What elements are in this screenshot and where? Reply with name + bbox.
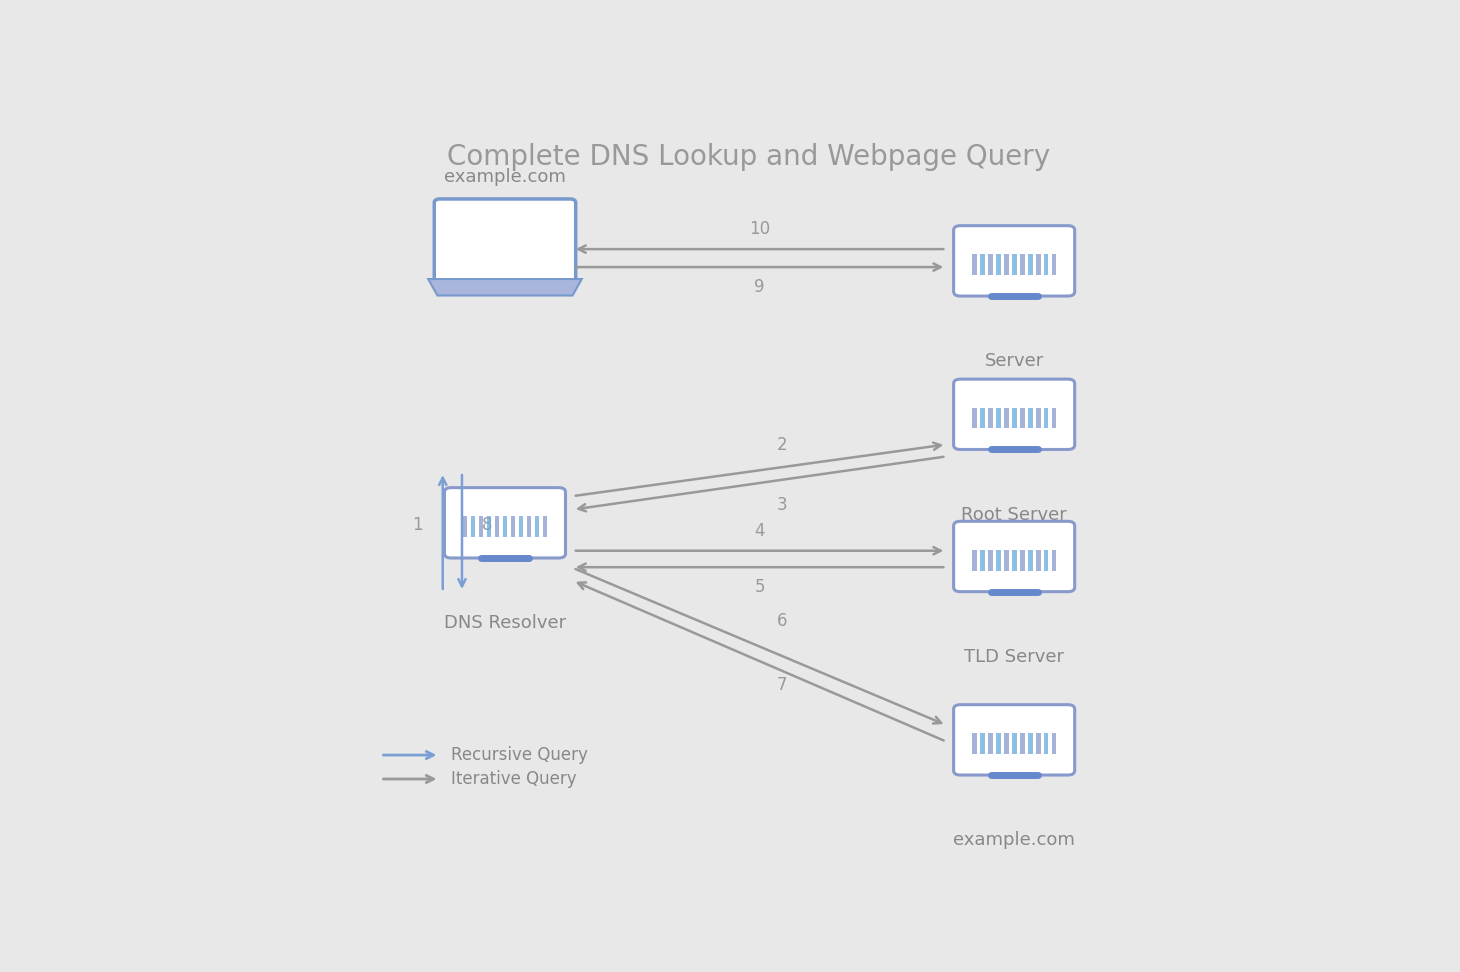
Bar — [1004, 407, 1009, 429]
Bar — [472, 516, 476, 537]
Bar — [1012, 407, 1016, 429]
Bar — [495, 516, 499, 537]
Bar — [504, 516, 508, 537]
FancyBboxPatch shape — [434, 199, 575, 281]
Bar — [1028, 254, 1032, 275]
Text: 8: 8 — [482, 515, 493, 534]
Text: 9: 9 — [755, 278, 765, 295]
Bar — [463, 516, 467, 537]
Text: 5: 5 — [755, 577, 765, 596]
Bar — [980, 407, 984, 429]
Text: 10: 10 — [749, 220, 769, 238]
Bar — [996, 550, 1000, 571]
FancyBboxPatch shape — [444, 488, 565, 558]
Bar — [1021, 407, 1025, 429]
FancyBboxPatch shape — [953, 226, 1075, 296]
Bar — [980, 550, 984, 571]
Bar — [1053, 407, 1057, 429]
Bar — [1028, 733, 1032, 754]
Bar — [972, 550, 977, 571]
Text: TLD Server: TLD Server — [964, 648, 1064, 666]
Bar — [980, 733, 984, 754]
Bar — [1021, 254, 1025, 275]
Bar — [972, 254, 977, 275]
Text: 2: 2 — [777, 435, 787, 454]
Bar — [1053, 254, 1057, 275]
Text: example.com: example.com — [953, 831, 1075, 850]
Bar — [518, 516, 523, 537]
Text: Root Server: Root Server — [961, 505, 1067, 524]
Bar — [1053, 733, 1057, 754]
Bar — [988, 733, 993, 754]
Text: example.com: example.com — [444, 168, 566, 187]
Bar — [988, 407, 993, 429]
Bar — [996, 407, 1000, 429]
Text: 3: 3 — [777, 497, 787, 514]
Text: 6: 6 — [777, 612, 787, 630]
Bar — [1004, 733, 1009, 754]
Bar — [1044, 254, 1048, 275]
Bar — [972, 733, 977, 754]
Bar — [1012, 254, 1016, 275]
Bar — [527, 516, 531, 537]
FancyBboxPatch shape — [953, 705, 1075, 775]
Bar — [1004, 550, 1009, 571]
Text: 4: 4 — [755, 522, 765, 540]
Text: 1: 1 — [412, 515, 422, 534]
Bar — [1037, 254, 1041, 275]
Bar — [1028, 550, 1032, 571]
Bar — [488, 516, 492, 537]
Bar — [1021, 733, 1025, 754]
Bar — [1004, 254, 1009, 275]
Bar — [996, 254, 1000, 275]
Bar — [1037, 550, 1041, 571]
Bar — [543, 516, 548, 537]
Text: Recursive Query: Recursive Query — [451, 746, 587, 764]
Polygon shape — [428, 279, 581, 295]
Bar — [511, 516, 515, 537]
Bar — [1037, 733, 1041, 754]
Bar — [1012, 550, 1016, 571]
Text: DNS Resolver: DNS Resolver — [444, 614, 566, 633]
Bar — [988, 550, 993, 571]
Bar — [1028, 407, 1032, 429]
Bar — [972, 407, 977, 429]
Bar — [1012, 733, 1016, 754]
Bar — [988, 254, 993, 275]
Bar — [534, 516, 539, 537]
Bar — [1037, 407, 1041, 429]
Bar — [980, 254, 984, 275]
Bar — [996, 733, 1000, 754]
Bar — [479, 516, 483, 537]
Bar — [1044, 733, 1048, 754]
FancyBboxPatch shape — [953, 379, 1075, 449]
Text: Complete DNS Lookup and Webpage Query: Complete DNS Lookup and Webpage Query — [447, 143, 1050, 171]
Bar — [1044, 407, 1048, 429]
Bar — [1021, 550, 1025, 571]
Text: Server: Server — [984, 353, 1044, 370]
Text: Iterative Query: Iterative Query — [451, 770, 577, 788]
Bar — [1053, 550, 1057, 571]
FancyBboxPatch shape — [953, 521, 1075, 592]
Bar — [1044, 550, 1048, 571]
Text: 7: 7 — [777, 677, 787, 694]
